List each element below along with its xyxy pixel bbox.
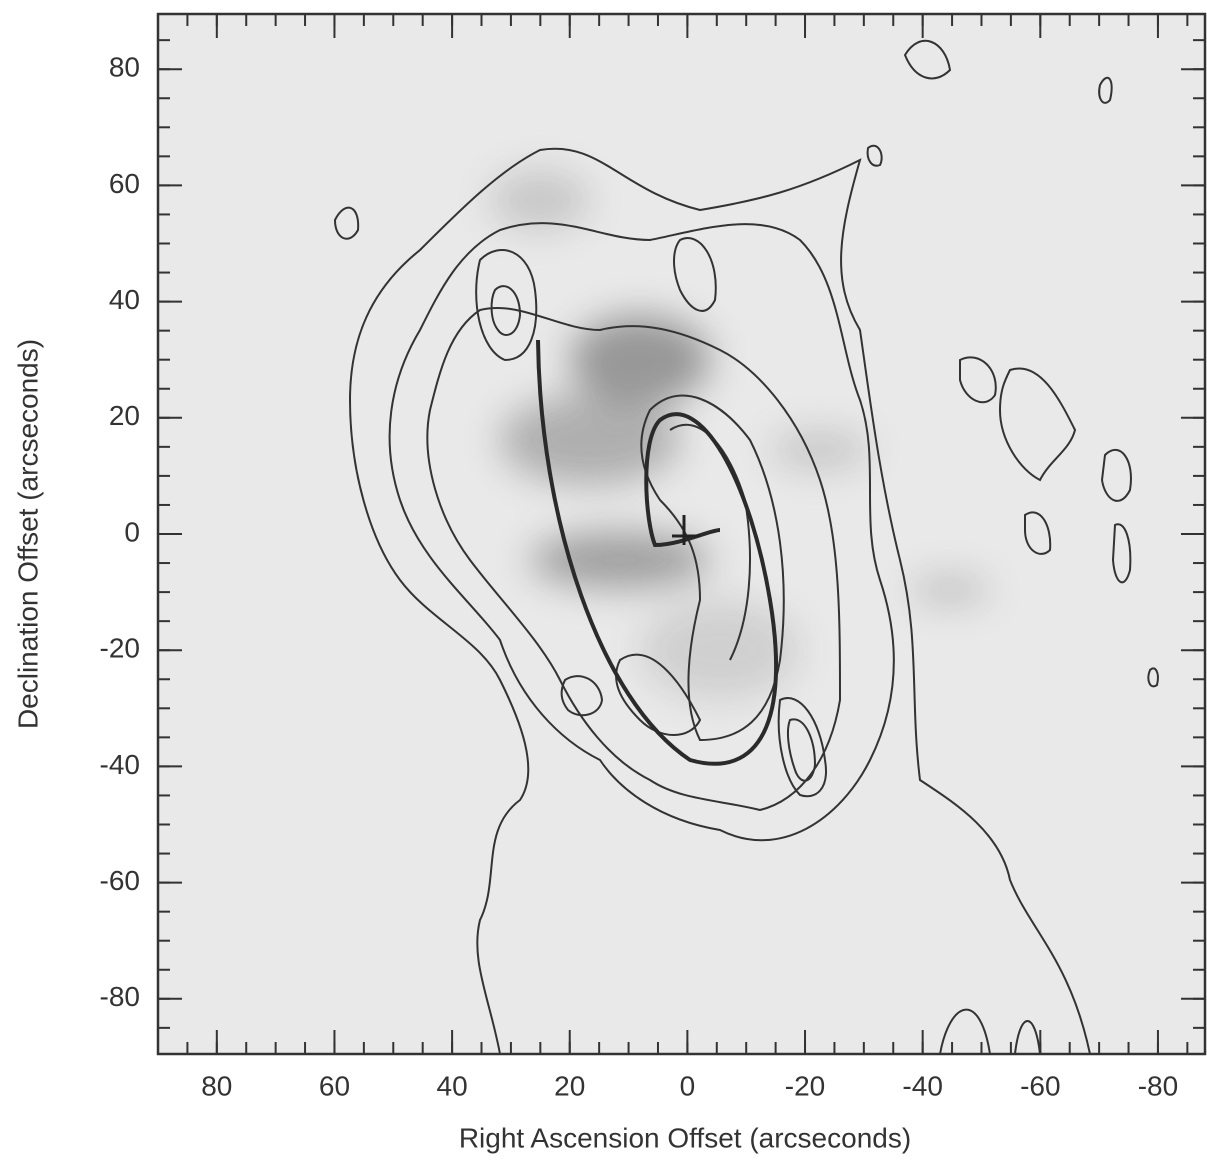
fitted-ellipse [536,339,778,766]
y-tick-label: 20 [109,400,140,431]
center-cross [672,515,700,545]
x-tick-label: -40 [902,1070,942,1101]
contours [333,39,1159,1054]
image-background [158,14,1205,1054]
x-tick-label: -60 [1020,1070,1060,1101]
y-tick-label: 40 [109,284,140,315]
x-tick-label: -80 [1138,1070,1178,1101]
y-tick-label: -40 [100,749,140,780]
y-axis-label: Declination Offset (arcseconds) [12,339,43,729]
y-tick-label: -20 [100,633,140,664]
y-tick-label: 80 [109,52,140,83]
image [333,39,1159,1054]
x-tick-label: 20 [554,1070,585,1101]
y-tick-label: 0 [124,516,140,547]
axes: 80 60 40 20 0 -20 -40 -60 -80 80 60 40 20 0 -20 -40 -60 -… [100,14,1205,1101]
x-tick-label: 60 [319,1070,350,1101]
y-tick-label: 60 [109,168,140,199]
x-tick-label: 80 [201,1070,232,1101]
x-axis-label: Right Ascension Offset (arcseconds) [459,1122,911,1153]
y-tick-label: -80 [100,981,140,1012]
x-tick-label: 0 [680,1070,696,1101]
y-tick-label: -60 [100,865,140,896]
x-tick-label: 40 [437,1070,468,1101]
x-tick-label: -20 [785,1070,825,1101]
